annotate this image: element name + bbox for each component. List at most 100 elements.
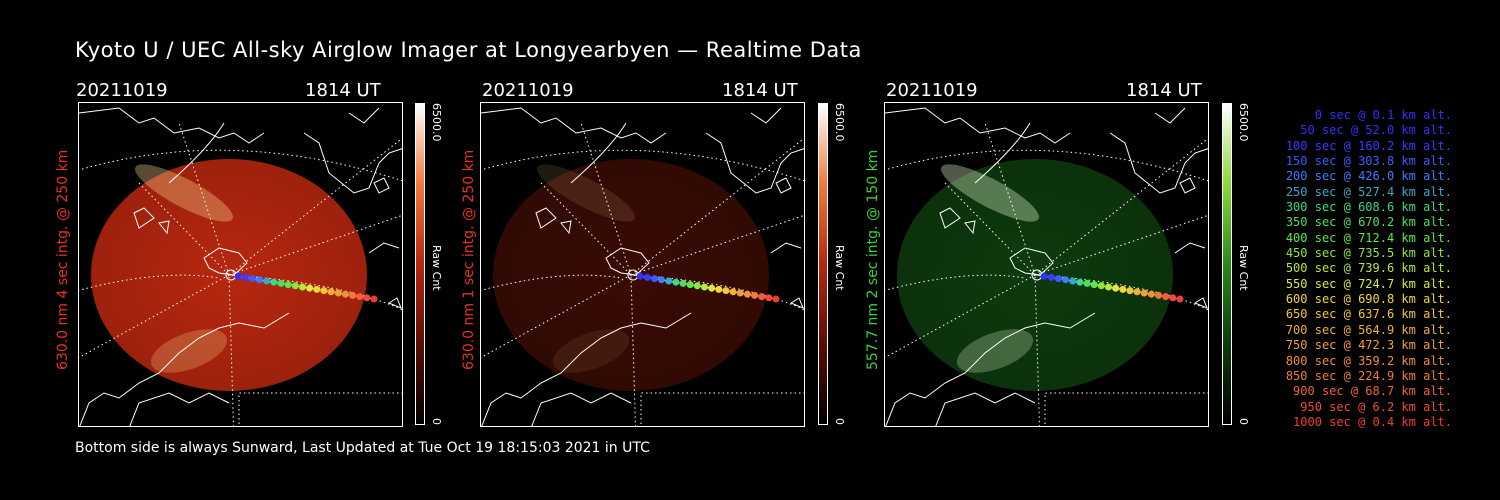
trajectory-marker xyxy=(715,285,723,293)
panel-3-image xyxy=(884,102,1209,427)
longitude-line xyxy=(1034,214,1208,276)
trajectory-marker xyxy=(722,287,730,295)
grid-line xyxy=(1044,392,1208,426)
panel-1-colorbar xyxy=(415,103,425,425)
island xyxy=(775,177,792,194)
svalbard-coast xyxy=(605,247,650,276)
coastline xyxy=(531,392,632,426)
trajectory-marker xyxy=(263,277,271,285)
trajectory-marker xyxy=(1169,294,1177,302)
coastline xyxy=(129,392,230,426)
trajectory-marker xyxy=(327,288,335,296)
legend-row: 100 sec @ 160.2 km alt. xyxy=(1285,138,1452,153)
panel-2-colorbar xyxy=(818,103,828,425)
trajectory-marker xyxy=(270,278,278,286)
panel-1-ylabel: 630.0 nm 4 sec intg. @ 250 km xyxy=(55,149,71,370)
legend-row: 0 sec @ 0.1 km alt. xyxy=(1314,108,1452,122)
footer-note: Bottom side is always Sunward, Last Upda… xyxy=(75,440,650,456)
legend-row: 500 sec @ 739.6 km alt. xyxy=(1285,261,1452,276)
trajectory-marker xyxy=(363,294,371,302)
panel-3-date: 20211019 xyxy=(886,80,978,101)
auroral-arc xyxy=(940,164,1040,222)
island xyxy=(939,207,961,229)
coastline xyxy=(974,122,1031,184)
island xyxy=(373,177,390,194)
island xyxy=(387,297,402,309)
trajectory-marker xyxy=(1076,278,1084,286)
page-title: Kyoto U / UEC All-sky Airglow Imager at … xyxy=(75,38,862,62)
panel-1-image xyxy=(78,102,403,427)
trajectory-marker xyxy=(299,283,306,291)
panel-2-cbar-label: Raw Cnt xyxy=(833,245,846,291)
island xyxy=(560,220,572,235)
panel-3-sky xyxy=(885,107,1208,426)
longitude-line xyxy=(1034,274,1208,311)
trajectory-marker xyxy=(291,282,299,290)
trajectory-marker xyxy=(772,295,780,303)
legend-row: 450 sec @ 735.5 km alt. xyxy=(1285,246,1452,261)
longitude-line xyxy=(228,214,402,276)
altitude-legend: 0 sec @ 0.1 km alt. 50 sec @ 52.0 km alt.… xyxy=(1262,108,1452,430)
legend-row: 750 sec @ 472.3 km alt. xyxy=(1285,338,1452,353)
trajectory-marker xyxy=(679,279,687,287)
legend-row: 1000 sec @ 0.4 km alt. xyxy=(1293,414,1452,429)
coastline xyxy=(1109,132,1208,194)
panel-1-cbar-min: 0 xyxy=(430,418,443,425)
trajectory-marker xyxy=(708,284,716,292)
island xyxy=(133,207,155,229)
legend-row: 950 sec @ 6.2 km alt. xyxy=(1300,399,1452,414)
grid-line xyxy=(640,392,804,426)
coastline xyxy=(303,132,402,194)
legend-row: 250 sec @ 527.4 km alt. xyxy=(1285,184,1452,199)
trajectory-marker xyxy=(1112,284,1120,292)
island xyxy=(158,220,170,235)
trajectory-marker xyxy=(1054,275,1062,283)
trajectory-marker xyxy=(765,294,773,302)
coastline xyxy=(705,132,804,194)
trajectory-marker xyxy=(349,291,357,299)
coastline xyxy=(1154,107,1186,124)
coastline xyxy=(885,107,1071,144)
legend-row: 200 sec @ 426.0 km alt. xyxy=(1285,169,1452,184)
coastline xyxy=(79,107,265,144)
coastline xyxy=(750,107,782,124)
trajectory-marker xyxy=(650,275,658,283)
trajectory-marker xyxy=(672,278,680,286)
trajectory-marker xyxy=(1147,290,1155,298)
panel-2-date: 20211019 xyxy=(482,80,574,101)
trajectory-marker xyxy=(356,293,364,301)
trajectory-marker xyxy=(370,295,378,303)
legend-row: 600 sec @ 690.8 km alt. xyxy=(1285,292,1452,307)
island xyxy=(964,220,976,235)
panel-1-sky xyxy=(79,107,402,426)
trajectory-marker xyxy=(1133,288,1141,296)
trajectory-marker xyxy=(701,283,708,291)
trajectory-marker xyxy=(320,287,328,295)
legend-row: 650 sec @ 637.6 km alt. xyxy=(1285,307,1452,322)
scandinavia-coast xyxy=(481,312,692,426)
legend-row: 700 sec @ 564.9 km alt. xyxy=(1285,322,1452,337)
scandinavia-coast xyxy=(79,312,290,426)
trajectory-marker xyxy=(1097,282,1105,290)
panel-1-cbar-max: 6500.0 xyxy=(430,103,443,142)
legend-row: 550 sec @ 724.7 km alt. xyxy=(1285,276,1452,291)
trajectory-marker xyxy=(313,285,321,293)
trajectory-marker xyxy=(751,291,759,299)
trajectory-marker xyxy=(1047,273,1055,281)
coastline xyxy=(1174,242,1206,254)
coastline xyxy=(935,392,1036,426)
trajectory-marker xyxy=(1069,277,1077,285)
panel-3-cbar-label: Raw Cnt xyxy=(1237,245,1250,291)
longitude-line xyxy=(228,274,402,311)
panel-2-ylabel: 630.0 nm 1 sec intg. @ 250 km xyxy=(461,149,477,370)
panel-2-cbar-max: 6500.0 xyxy=(833,103,846,142)
longitude-line xyxy=(79,274,230,359)
panel-2-image xyxy=(480,102,805,427)
longitude-line xyxy=(630,274,804,311)
longitude-line xyxy=(481,274,632,359)
latitude-line xyxy=(885,149,1208,182)
panel-1-date: 20211019 xyxy=(76,80,168,101)
trajectory-marker xyxy=(1083,279,1091,287)
longitude-line xyxy=(885,274,1036,359)
trajectory-marker xyxy=(643,273,651,281)
